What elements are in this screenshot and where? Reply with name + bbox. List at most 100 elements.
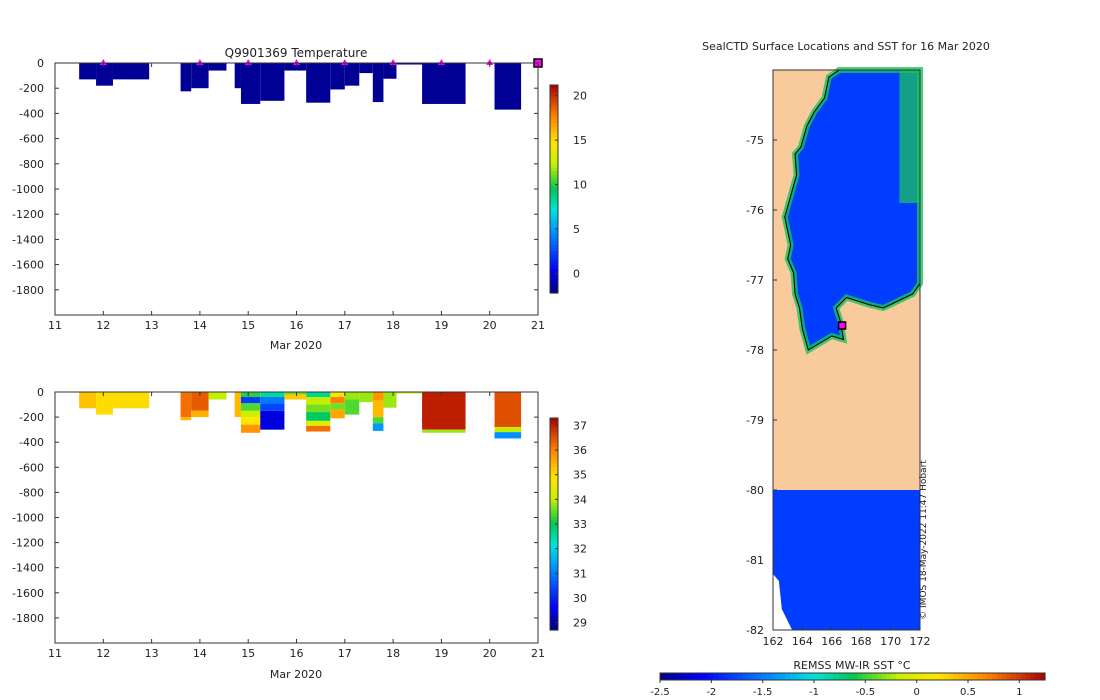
profile-cell: [344, 399, 360, 415]
colorbar-tick-label: 10: [573, 179, 587, 192]
lat-tick-label: -75: [746, 134, 764, 147]
colorbar-swatch: [915, 673, 921, 680]
colorbar-swatch: [919, 673, 926, 680]
colorbar-swatch: [550, 220, 558, 225]
colorbar-tick-label: 1: [1016, 687, 1022, 698]
profile-cell: [306, 425, 331, 432]
temperature-profiles: [79, 58, 543, 110]
colorbar-swatch: [550, 481, 558, 486]
colorbar-swatch: [833, 673, 839, 680]
colorbar-swatch: [876, 673, 882, 680]
colorbar-swatch: [550, 421, 558, 426]
profile-cell: [284, 392, 307, 395]
colorbar-swatch: [550, 534, 558, 539]
x-tick-label: 18: [386, 319, 400, 332]
colorbar-swatch: [550, 157, 558, 162]
profile-cell: [191, 63, 209, 89]
y-tick-label: -1800: [12, 284, 44, 297]
y-tick-label: -1000: [12, 512, 44, 525]
colorbar-swatch: [550, 591, 558, 596]
colorbar-swatch: [550, 612, 558, 617]
profile-cell: [383, 392, 397, 408]
y-tick-label: -1200: [12, 537, 44, 550]
x-tick-label: 13: [145, 319, 159, 332]
colorbar-swatch: [550, 258, 558, 263]
colorbar-swatch: [550, 555, 558, 560]
profile-cell: [112, 63, 150, 80]
colorbar-swatch: [679, 673, 685, 680]
profile-cell: [112, 392, 150, 409]
y-tick-label: -1600: [12, 259, 44, 272]
lat-tick-label: -81: [746, 554, 764, 567]
temperature-xlabel: Mar 2020: [270, 339, 322, 352]
colorbar-swatch: [871, 673, 878, 680]
colorbar-swatch: [550, 552, 558, 557]
colorbar-swatch: [550, 513, 558, 518]
colorbar-swatch: [550, 516, 558, 522]
profile-cell: [344, 392, 360, 400]
coastline: [784, 69, 921, 351]
colorbar-swatch: [550, 230, 558, 235]
colorbar-swatch: [550, 244, 558, 249]
profile-cell: [306, 392, 331, 398]
profile-cell: [396, 392, 423, 394]
colorbar-swatch: [550, 154, 558, 159]
salinity-axes: 11 12 13 14 15 16 17 18 19 20 21 0 -200 -400 -600 -800 -…: [12, 386, 545, 660]
colorbar-swatch: [550, 520, 558, 525]
colorbar-swatch: [550, 130, 558, 135]
y-tick-label: -1400: [12, 233, 44, 246]
profile-cell: [240, 417, 261, 425]
colorbar-swatch: [550, 577, 558, 582]
y-tick-label: 0: [37, 57, 44, 70]
y-tick-label: -600: [19, 461, 44, 474]
colorbar-swatch: [958, 673, 964, 680]
profile-cell: [260, 63, 285, 101]
colorbar-tick-label: 36: [573, 444, 587, 457]
colorbar-swatch: [550, 182, 558, 187]
colorbar-swatch: [550, 286, 558, 291]
profile-cell: [79, 392, 97, 409]
lon-tick-label: 172: [910, 635, 931, 648]
colorbar-swatch: [862, 673, 868, 680]
x-tick-label: 16: [290, 319, 304, 332]
x-tick-label: 14: [193, 647, 207, 660]
temperature-colorbar: 0 5 10 15 20: [549, 84, 587, 294]
colorbar-swatch: [780, 673, 786, 680]
profile-cell: [306, 404, 331, 413]
colorbar-swatch: [550, 88, 558, 93]
colorbar-swatch: [550, 175, 558, 180]
colorbar-swatch: [550, 164, 558, 169]
east-sst-strip: [899, 70, 920, 203]
profile-cell: [180, 417, 192, 421]
colorbar-swatch: [550, 488, 558, 493]
colorbar-swatch: [756, 673, 762, 680]
profile-cell: [372, 423, 384, 431]
colorbar-swatch: [550, 85, 558, 90]
colorbar-swatch: [550, 209, 558, 214]
profile-cell: [180, 392, 192, 418]
colorbar-swatch: [550, 109, 558, 114]
lat-tick-label: -82: [746, 624, 764, 637]
colorbar-swatch: [550, 192, 558, 197]
x-tick-label: 17: [338, 319, 352, 332]
colorbar-tick-label: 15: [573, 134, 587, 147]
lat-tick-label: -78: [746, 344, 764, 357]
colorbar-swatch: [550, 189, 558, 194]
colorbar-tick-label: 29: [573, 617, 587, 630]
profile-cell: [234, 392, 241, 418]
colorbar-swatch: [910, 673, 916, 680]
profile-cell: [306, 63, 331, 103]
profile-cell: [79, 63, 97, 80]
profile-cell: [306, 420, 331, 426]
y-tick-label: -400: [19, 436, 44, 449]
colorbar-swatch: [550, 199, 558, 204]
profile-cell: [494, 432, 522, 439]
colorbar-swatch: [550, 282, 558, 287]
colorbar-swatch: [693, 673, 700, 680]
x-tick-label: 20: [483, 319, 497, 332]
colorbar-swatch: [866, 673, 873, 680]
colorbar-swatch: [550, 223, 558, 228]
colorbar-swatch: [550, 140, 558, 145]
colorbar-swatch: [550, 587, 558, 592]
